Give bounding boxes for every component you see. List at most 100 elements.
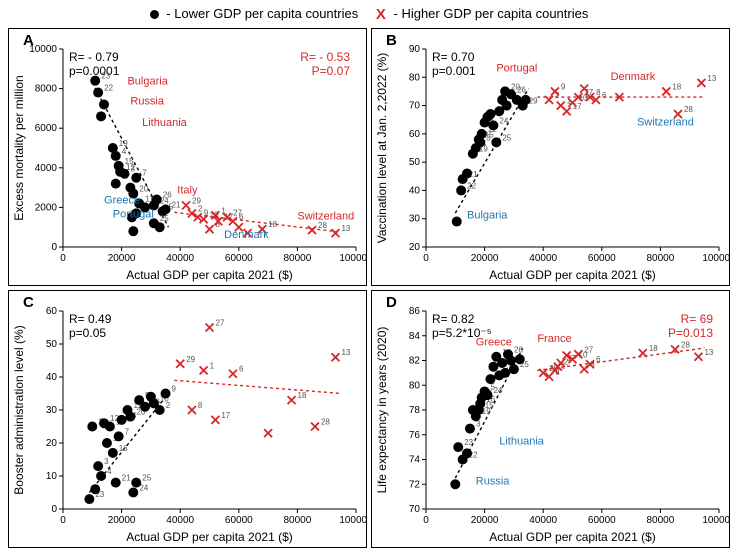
svg-text:25: 25 — [142, 474, 151, 483]
panel-B: 0200004000060000800001000002030405060708… — [371, 28, 730, 286]
svg-text:P=0.013: P=0.013 — [668, 326, 713, 340]
svg-text:20000: 20000 — [108, 515, 136, 526]
svg-text:30: 30 — [409, 214, 421, 225]
svg-text:20000: 20000 — [108, 253, 136, 264]
svg-text:3: 3 — [104, 457, 109, 466]
svg-text:40: 40 — [46, 372, 58, 383]
svg-text:6000: 6000 — [35, 123, 58, 134]
svg-text:21: 21 — [172, 200, 181, 209]
svg-text:P=0.07: P=0.07 — [312, 64, 351, 78]
legend-row: - Lower GDP per capita countries X - Hig… — [0, 6, 738, 23]
svg-text:8: 8 — [596, 88, 601, 97]
svg-text:70: 70 — [409, 504, 421, 515]
svg-text:60: 60 — [409, 129, 421, 140]
svg-text:6: 6 — [596, 355, 601, 364]
svg-text:17: 17 — [221, 411, 230, 420]
svg-text:80: 80 — [409, 380, 421, 391]
svg-text:Lithuania: Lithuania — [499, 436, 545, 448]
svg-text:100000: 100000 — [702, 515, 729, 526]
svg-text:6: 6 — [239, 365, 244, 374]
svg-text:80000: 80000 — [646, 253, 674, 264]
legend-higher-x: X — [376, 6, 386, 23]
svg-text:20: 20 — [46, 438, 58, 449]
svg-text:60000: 60000 — [588, 253, 616, 264]
svg-text:30: 30 — [46, 405, 58, 416]
svg-text:25: 25 — [160, 214, 169, 223]
svg-text:4: 4 — [122, 147, 127, 156]
svg-text:8: 8 — [198, 401, 203, 410]
svg-text:0: 0 — [60, 515, 66, 526]
svg-text:Switzerland: Switzerland — [637, 116, 694, 128]
svg-text:86: 86 — [409, 306, 421, 317]
svg-text:Life expectancy in years (2020: Life expectancy in years (2020) — [375, 327, 389, 494]
svg-text:6: 6 — [239, 212, 244, 221]
svg-text:24: 24 — [499, 116, 508, 125]
svg-text:24: 24 — [494, 386, 503, 395]
svg-text:84: 84 — [409, 331, 421, 342]
svg-text:26: 26 — [163, 190, 172, 199]
svg-text:Switzerland: Switzerland — [297, 210, 354, 222]
svg-text:74: 74 — [409, 455, 421, 466]
svg-text:90: 90 — [409, 44, 421, 55]
svg-text:28: 28 — [321, 418, 330, 427]
svg-text:9: 9 — [172, 385, 177, 394]
panel-C: 0200004000060000800001000000102030405060… — [8, 290, 367, 548]
svg-text:R= 69: R= 69 — [681, 312, 714, 326]
svg-text:21: 21 — [122, 474, 131, 483]
svg-text:50: 50 — [409, 157, 421, 168]
svg-text:18: 18 — [268, 220, 277, 229]
svg-text:40000: 40000 — [529, 253, 557, 264]
svg-text:0: 0 — [60, 253, 66, 264]
svg-text:3: 3 — [131, 165, 136, 174]
svg-text:2: 2 — [166, 401, 171, 410]
svg-text:20000: 20000 — [471, 253, 499, 264]
svg-text:16: 16 — [119, 444, 128, 453]
svg-text:C: C — [23, 294, 34, 311]
svg-text:100000: 100000 — [339, 515, 366, 526]
svg-text:Bulgaria: Bulgaria — [127, 76, 168, 88]
svg-text:60000: 60000 — [225, 515, 253, 526]
svg-text:0: 0 — [423, 515, 429, 526]
svg-text:25: 25 — [502, 133, 511, 142]
svg-text:40: 40 — [409, 185, 421, 196]
svg-text:26: 26 — [514, 345, 523, 354]
svg-text:72: 72 — [409, 479, 421, 490]
svg-text:Denmark: Denmark — [611, 71, 656, 83]
svg-text:60000: 60000 — [588, 515, 616, 526]
svg-text:R= - 0.53: R= - 0.53 — [300, 50, 350, 64]
svg-text:22: 22 — [467, 181, 476, 190]
svg-text:Actual GDP per capita 2021 ($): Actual GDP per capita 2021 ($) — [489, 268, 656, 282]
legend-lower-dot — [150, 10, 159, 19]
svg-text:Russia: Russia — [130, 95, 165, 107]
svg-text:20: 20 — [139, 185, 148, 194]
panel-D: 0200004000060000800001000007072747678808… — [371, 290, 730, 548]
svg-text:60000: 60000 — [225, 253, 253, 264]
svg-text:27: 27 — [216, 319, 225, 328]
svg-text:60: 60 — [46, 306, 58, 317]
svg-text:Excess mortality per million: Excess mortality per million — [12, 75, 26, 220]
svg-text:28: 28 — [684, 105, 693, 114]
svg-text:13: 13 — [704, 348, 713, 357]
svg-text:3: 3 — [486, 133, 491, 142]
svg-text:100000: 100000 — [702, 253, 729, 264]
svg-text:Actual GDP per capita 2021 ($): Actual GDP per capita 2021 ($) — [489, 530, 656, 544]
svg-text:50: 50 — [46, 339, 58, 350]
svg-text:70: 70 — [409, 101, 421, 112]
svg-text:40000: 40000 — [166, 515, 194, 526]
svg-text:26: 26 — [517, 85, 526, 94]
svg-text:29: 29 — [186, 355, 195, 364]
svg-text:10: 10 — [46, 471, 58, 482]
svg-text:20000: 20000 — [471, 515, 499, 526]
svg-text:7: 7 — [142, 169, 147, 178]
svg-text:13: 13 — [341, 348, 350, 357]
svg-text:20: 20 — [409, 242, 421, 253]
svg-text:23: 23 — [464, 438, 473, 447]
svg-text:B: B — [386, 32, 397, 49]
svg-text:Portugal: Portugal — [496, 63, 537, 75]
panel-grid: 0200004000060000800001000000200040006000… — [8, 28, 730, 548]
svg-text:Portugal: Portugal — [113, 208, 154, 220]
svg-text:18: 18 — [649, 344, 658, 353]
svg-text:R= 0.82: R= 0.82 — [432, 312, 475, 326]
svg-text:6: 6 — [602, 91, 607, 100]
svg-text:R= 0.49: R= 0.49 — [69, 312, 112, 326]
